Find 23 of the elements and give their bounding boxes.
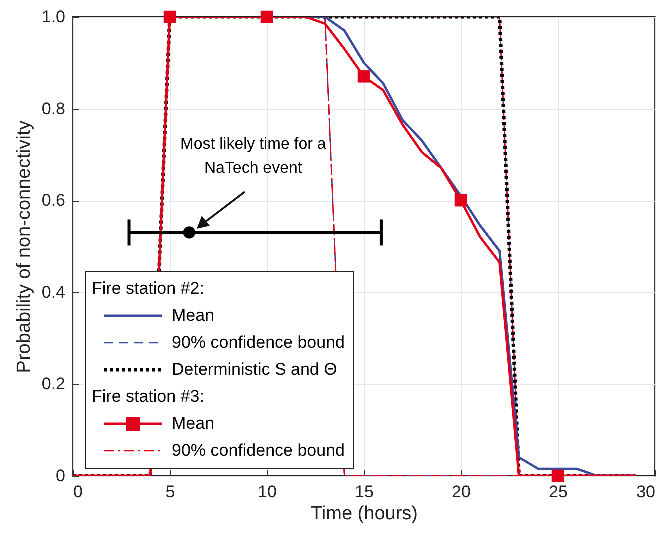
annotation: Fire station #3:: [92, 386, 206, 408]
x-tick-label: 30: [636, 482, 656, 502]
y-tick-label: 0.2: [42, 374, 66, 394]
x-tick-label: 25: [549, 482, 568, 502]
x-axis-title: Time (hours): [311, 504, 418, 524]
y-tick-label: 0.6: [42, 191, 66, 210]
x-tick-label: 10: [258, 482, 277, 502]
y-tick-label: 0: [56, 466, 66, 486]
x-tick-label: 15: [355, 482, 374, 502]
annotation: Most likely time for a NaTech event: [179, 134, 328, 179]
y-axis-title: Probability of non-connectivity: [14, 120, 35, 374]
x-tick-label: 0: [74, 482, 83, 502]
x-tick-label: 5: [166, 482, 176, 502]
annotation: Fire station #2:: [92, 278, 206, 300]
legend-label: Deterministic S and Θ: [172, 359, 338, 381]
legend-label: 90% confidence bound: [172, 440, 345, 462]
legend-label: Mean: [172, 413, 215, 435]
legend-label: 90% confidence bound: [172, 332, 345, 354]
legend-label: Mean: [172, 305, 215, 327]
y-tick-label: 0.8: [42, 99, 66, 118]
y-tick-label: 0.4: [42, 282, 66, 302]
x-tick-label: 20: [452, 482, 471, 502]
y-tick-label: 1.0: [42, 8, 66, 26]
